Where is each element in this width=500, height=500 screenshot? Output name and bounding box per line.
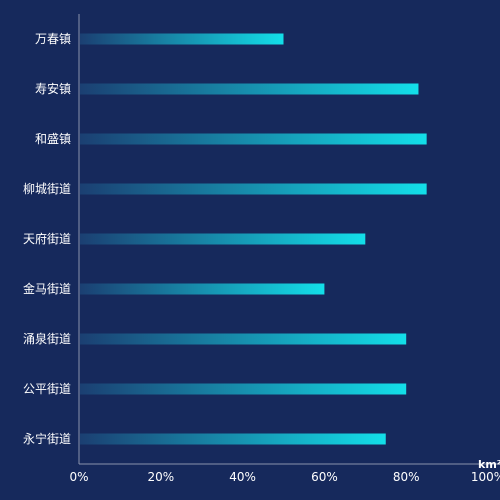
y-tick-label: 和盛镇 (35, 131, 71, 146)
y-tick-label: 永宁街道 (23, 431, 71, 446)
bar-3 (80, 133, 427, 145)
bar-8 (80, 383, 407, 395)
y-tick-label: 柳城街道 (23, 182, 71, 196)
x-tick-label: 100% (471, 470, 500, 484)
bar-2 (80, 83, 419, 95)
x-tick-label: 60% (311, 470, 338, 484)
x-tick-labels: 0% 20% 40% 60% 80% 100% (69, 470, 500, 484)
x-tick-label: 40% (229, 470, 256, 484)
y-tick-label: 涌泉街道 (23, 332, 71, 346)
bar-5 (80, 233, 366, 245)
x-tick-label: 80% (393, 470, 420, 484)
y-tick-label: 公平街道 (23, 382, 71, 396)
y-tick-label: 天府街道 (23, 231, 71, 246)
x-tick-label: 20% (147, 470, 174, 484)
bar-6 (80, 283, 325, 295)
y-tick-label: 寿安镇 (35, 81, 71, 96)
bar-7 (80, 333, 407, 345)
bar-1 (80, 33, 284, 45)
bars-group (80, 33, 427, 445)
bar-9 (80, 433, 386, 445)
bar-4 (80, 183, 427, 195)
y-tick-label: 金马街道 (23, 281, 71, 296)
y-tick-label: 万春镇 (35, 32, 71, 46)
x-tick-label: 0% (69, 470, 88, 484)
x-axis-unit-label: km² (478, 458, 500, 471)
